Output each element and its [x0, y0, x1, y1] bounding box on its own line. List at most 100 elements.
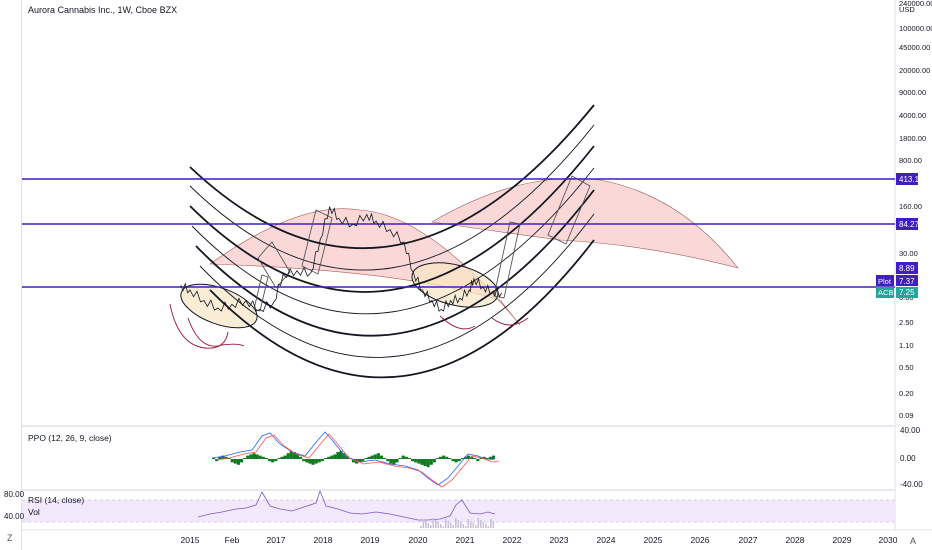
ppo-hist-bar — [252, 453, 256, 459]
ppo-hist-bar — [277, 458, 281, 459]
plot-badge-text: 7.37 — [899, 277, 915, 286]
price-tick-label: 800.00 — [899, 156, 922, 165]
ppo-hist-bar — [435, 458, 439, 459]
ppo-hist-bar — [274, 459, 278, 462]
ppo-hist-bar — [482, 456, 486, 459]
ppo-hist-bar — [283, 455, 287, 459]
handdrawn-cup-3[interactable] — [439, 315, 476, 330]
ppo-hist-bar — [258, 455, 262, 459]
volume-bar — [462, 524, 465, 528]
ppo-hist-bar — [333, 454, 337, 459]
price-series-line — [180, 206, 503, 313]
vol-label[interactable]: Vol — [28, 507, 40, 517]
ppo-hist-bar — [373, 454, 377, 459]
time-tick-label: 2026 — [691, 535, 710, 545]
rsi-left-40: 40.00 — [4, 512, 25, 521]
ppo-hist-bar — [224, 456, 228, 459]
volume-bar — [437, 522, 440, 528]
price-tick-label: 1800.00 — [899, 134, 926, 143]
ppo-hist-bar — [311, 459, 315, 465]
plot-badge — [896, 275, 918, 286]
cup-curve[interactable] — [189, 104, 595, 250]
price-tick-label: 30.00 — [899, 249, 918, 258]
volume-bar — [422, 519, 425, 528]
ppo-hist-bar — [240, 459, 244, 463]
handdrawn-cup-4[interactable] — [491, 317, 529, 326]
ppo-hist-bar — [320, 459, 324, 462]
ppo-hist-bar — [457, 459, 461, 462]
cup-curve[interactable] — [191, 167, 595, 315]
volume-bar — [455, 518, 457, 528]
ppo-hist-bar — [212, 458, 216, 459]
ppo-hist-bar — [246, 455, 250, 459]
ppo-hist-bar — [299, 456, 303, 459]
ppo-hist-bar — [432, 459, 436, 463]
volume-bar — [440, 524, 442, 528]
ppo-hist-bar — [414, 459, 418, 463]
ppo-hist-bar — [423, 459, 427, 466]
ppo-scale-40: 40.00 — [900, 426, 921, 435]
drawing-toolbar[interactable] — [0, 0, 22, 550]
volume-bar — [447, 521, 450, 528]
rsi-label[interactable]: RSI (14, close) — [28, 495, 84, 505]
ppo-hist-bar — [361, 459, 365, 462]
channel-boxes[interactable] — [253, 175, 591, 312]
price-tick-label: 2.50 — [899, 318, 914, 327]
zoom-label[interactable]: Z — [7, 533, 13, 543]
price-tick-label: 1.10 — [899, 341, 914, 350]
volume-bar — [482, 522, 485, 528]
ppo-hist-bar — [289, 450, 293, 459]
badge-413 — [896, 173, 918, 185]
volume-bar — [485, 524, 487, 528]
handdrawn-cup-2[interactable] — [187, 317, 245, 347]
volume-bar — [420, 526, 422, 528]
ppo-hist-bar — [221, 455, 225, 459]
arc-right[interactable] — [431, 178, 739, 269]
auto-scale-button[interactable]: A — [910, 536, 916, 546]
time-axis[interactable]: 2015 Feb 2017 2018 2019 2020 2021 2022 2023 2024 2… — [181, 535, 898, 545]
price-scale[interactable]: 240000.00 100000.00 45000.00 20000.00 9000.0… — [899, 0, 932, 420]
ppo-hist-bar — [292, 452, 296, 459]
cup-curve[interactable] — [209, 239, 595, 379]
sym-tag-text: ACB — [878, 288, 893, 297]
rsi-band — [22, 500, 895, 522]
plot-tag-text: Plot — [878, 277, 892, 286]
handdrawn-cup-1[interactable] — [169, 303, 229, 349]
price-tick-label: 9000.00 — [899, 88, 926, 97]
volume-bar — [477, 518, 480, 528]
time-tick-label: 2017 — [267, 535, 286, 545]
rsi-line — [197, 489, 496, 521]
cup-curve[interactable] — [189, 124, 595, 271]
ppo-hist-bar — [261, 456, 265, 459]
time-tick-label: 2021 — [456, 535, 475, 545]
ppo-hist-bar — [233, 459, 237, 464]
volume-bar — [445, 519, 447, 528]
ppo-hist-bar — [404, 456, 408, 459]
ppo-hist-bar — [302, 459, 306, 462]
volume-bar — [457, 520, 460, 528]
price-tick-label: 4000.00 — [899, 111, 926, 120]
ppo-hist-bar — [358, 459, 362, 463]
ppo-hist-bar — [342, 453, 346, 459]
ppo-hist-bar — [330, 455, 334, 459]
time-tick-label: 2027 — [739, 535, 758, 545]
volume-bar — [427, 523, 430, 528]
cup-curve[interactable] — [195, 189, 595, 337]
price-tick-label: 0.09 — [899, 411, 914, 420]
badge-413-text: 413.15 — [899, 175, 924, 184]
ppo-label[interactable]: PPO (12, 26, 9, close) — [28, 433, 112, 443]
cup-curve[interactable] — [199, 213, 595, 358]
ppo-hist-bar — [383, 458, 387, 459]
ppo-hist-bar — [264, 458, 268, 459]
ppo-hist-bar — [389, 459, 393, 464]
ppo-hist-bar — [491, 455, 495, 459]
ppo-signal-line — [215, 433, 500, 488]
volume-bar — [432, 518, 435, 528]
cup-curve[interactable] — [189, 145, 595, 293]
cup-curves[interactable] — [189, 104, 595, 379]
ppo-hist-bar — [451, 459, 455, 462]
ppo-hist-bar — [230, 459, 234, 463]
badge-8-text: 8.89 — [899, 264, 915, 273]
ppo-hist-bar — [417, 459, 421, 464]
